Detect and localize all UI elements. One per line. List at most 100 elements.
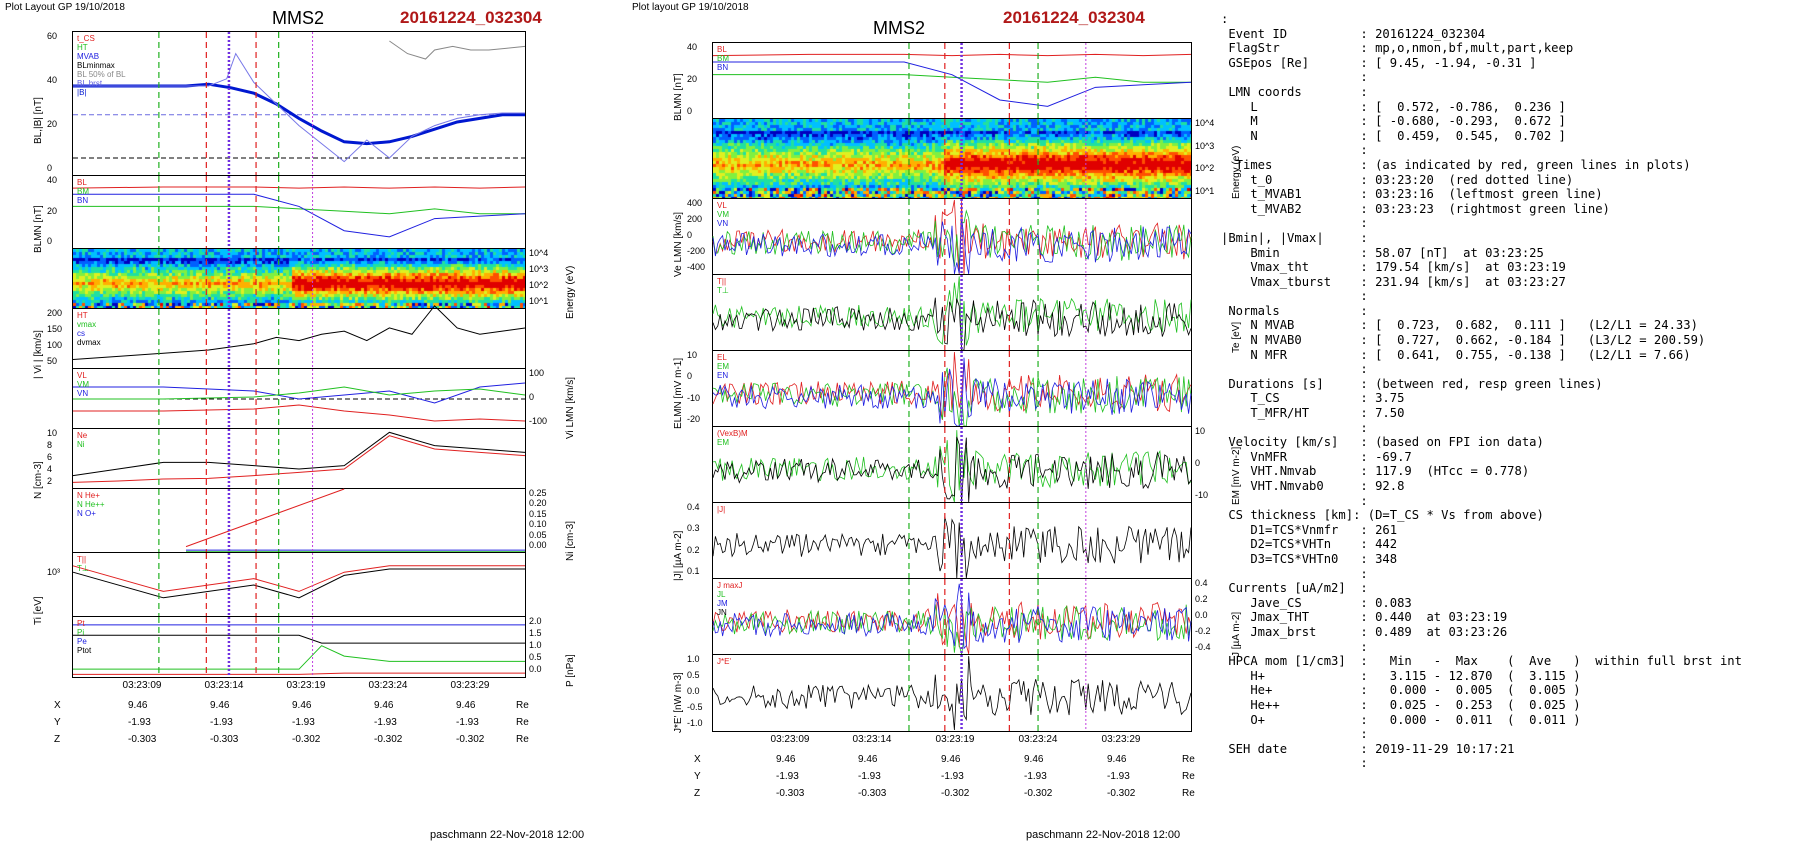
series-line-vm bbox=[73, 386, 526, 400]
legend-entry: BM bbox=[77, 187, 89, 196]
summary-line: GSEpos [Re] : [ 9.45, -1.94, -0.31 ] bbox=[1221, 55, 1537, 70]
y-tick-label: 20 bbox=[47, 119, 58, 129]
y-tick-label: 0.05 bbox=[529, 529, 547, 540]
left-title: MMS2 bbox=[272, 8, 325, 28]
summary-line: : bbox=[1221, 362, 1368, 377]
summary-line: L : [ 0.572, -0.786, 0.236 ] bbox=[1221, 99, 1566, 114]
coord-value: -0.302 bbox=[1107, 788, 1136, 799]
left-footer: paschmann 22-Nov-2018 12:00 bbox=[430, 829, 585, 841]
legend-entry: VN bbox=[717, 219, 729, 228]
x-tick-label: 03:23:14 bbox=[204, 680, 244, 691]
summary-line: : bbox=[1221, 727, 1368, 742]
y-tick-label: 0.0 bbox=[529, 664, 542, 674]
coord-label-z: Z bbox=[694, 788, 701, 799]
coord-value: 9.46 bbox=[1107, 754, 1127, 765]
y-tick-label: 10 bbox=[1195, 426, 1206, 436]
legend-entry: BM bbox=[717, 54, 729, 63]
legend-entry: T|| bbox=[77, 555, 87, 564]
x-tick-label: 03:23:19 bbox=[935, 734, 975, 745]
legend-entry: N O+ bbox=[77, 509, 96, 518]
panel-canvas bbox=[73, 617, 525, 677]
y-tick-label: 0.25 bbox=[529, 488, 547, 498]
legend-entry: VN bbox=[77, 389, 89, 398]
legend-entry: EM bbox=[717, 362, 729, 371]
legend-entry: (VexB)M bbox=[717, 429, 748, 438]
y-tick-label: 0.0 bbox=[687, 686, 700, 696]
y-axis-label: BL,|B| [nT] bbox=[33, 97, 44, 144]
legend-entry: JM bbox=[717, 599, 728, 608]
coord-unit: Re bbox=[1182, 771, 1195, 782]
y-tick-label: 10^2 bbox=[1195, 163, 1215, 174]
y-tick-label: 400 bbox=[687, 198, 703, 208]
series-line-ni bbox=[72, 431, 526, 477]
middle-event-id: 20161224_032304 bbox=[1003, 8, 1145, 27]
coord-value: 9.46 bbox=[456, 700, 476, 711]
plot-panel-1: 60 40 20 0 t_CS HT MVAB BLminmax BL 50% of BL BL … bbox=[33, 31, 526, 177]
y-tick-label: 0.15 bbox=[529, 508, 547, 519]
summary-line: |Bmin|, |Vmax| : bbox=[1221, 230, 1368, 245]
legend-entry: Pt bbox=[77, 619, 85, 628]
y-tick-label: 200 bbox=[687, 214, 703, 224]
legend-entry: Ptot bbox=[77, 646, 92, 655]
middle-title: MMS2 bbox=[873, 18, 926, 38]
summary-line: O+ : 0.000 - 0.011 ( 0.011 ) bbox=[1221, 712, 1581, 727]
plot-panel-3: 10^4 10^3 10^2 10^1 Energy (eV) bbox=[72, 248, 576, 319]
y-tick-label: -400 bbox=[687, 262, 706, 272]
summary-line: Event ID : 20161224_032304 bbox=[1221, 26, 1486, 41]
y-axis-label: N [cm-3] bbox=[33, 461, 44, 499]
summary-line: : bbox=[1221, 289, 1368, 304]
summary-line: N : [ 0.459, 0.545, 0.702 ] bbox=[1221, 128, 1566, 143]
summary-line: He+ : 0.000 - 0.005 ( 0.005 ) bbox=[1221, 683, 1581, 698]
summary-line: : bbox=[1221, 566, 1368, 581]
panel-canvas bbox=[73, 32, 526, 176]
legend-entry: BL brst bbox=[77, 79, 103, 88]
series-line--b- bbox=[73, 82, 525, 146]
coord-value: -1.93 bbox=[776, 771, 799, 782]
coord-label-y: Y bbox=[54, 717, 61, 728]
noise-trace bbox=[712, 357, 1192, 427]
coord-unit: Re bbox=[1182, 754, 1195, 765]
plot-panel-2: 10^4 10^3 10^2 10^1 Energy (eV) bbox=[712, 118, 1242, 200]
noise-trace bbox=[712, 516, 1192, 579]
coord-value: -0.302 bbox=[456, 734, 485, 745]
y-tick-label: 0.20 bbox=[529, 498, 547, 509]
legend-entry: JL bbox=[717, 590, 726, 599]
summary-line: Currents [uA/m2] : bbox=[1221, 581, 1368, 596]
plot-panel-7: 0.4 0.3 0.2 0.1 |J| |J| [µA m-2] bbox=[673, 502, 1192, 581]
coord-label-x: X bbox=[694, 754, 701, 765]
noise-trace bbox=[712, 209, 1192, 267]
summary-line: N MVAB : [ 0.723, 0.682, 0.111 ] (L2/L1 … bbox=[1221, 318, 1698, 333]
coord-unit: Re bbox=[516, 734, 529, 745]
y-tick-label: 10^2 bbox=[529, 280, 549, 290]
panel-canvas bbox=[72, 305, 526, 369]
y-tick-label: 0 bbox=[47, 163, 53, 173]
y-axis-label: BLMN [nT] bbox=[33, 204, 44, 253]
panel-canvas bbox=[712, 43, 1192, 119]
noise-trace bbox=[712, 367, 1192, 427]
summary-line: D1=TCS*Vnmfr : 261 bbox=[1221, 522, 1398, 537]
coord-value: 9.46 bbox=[1024, 754, 1044, 765]
coord-value: 9.46 bbox=[941, 754, 961, 765]
y-tick-label: 1.0 bbox=[687, 654, 700, 664]
coord-value: -0.302 bbox=[1024, 788, 1053, 799]
plot-panel-1: 40 20 0 BL BM BN BLMN [nT] bbox=[673, 42, 1192, 121]
legend-entry: T|| bbox=[717, 277, 727, 286]
y-tick-label: 10^1 bbox=[529, 296, 549, 306]
plot-panel-9: 1.0 0.5 0.0 -0.5 -1.0 J*E' J*E' [nW m-3] bbox=[673, 654, 1192, 733]
coord-value: -1.93 bbox=[1107, 771, 1130, 782]
legend-entry: HT bbox=[77, 311, 88, 320]
coord-value: 9.46 bbox=[292, 700, 312, 711]
summary-line: Jmax_THT : 0.440 at 03:23:19 bbox=[1221, 610, 1508, 625]
summary-line: VHT.Nmvab : 117.9 (HTcc = 0.778) bbox=[1221, 464, 1530, 479]
summary-line: t_0 : 03:23:20 (red dotted line) bbox=[1221, 172, 1574, 187]
y-tick-label: -10 bbox=[1195, 490, 1209, 500]
y-tick-label: -0.5 bbox=[687, 702, 703, 712]
legend-entry: Pi bbox=[77, 628, 85, 637]
coord-value: -0.303 bbox=[210, 734, 239, 745]
y-tick-label: 0 bbox=[47, 236, 53, 246]
series-line-n-he- bbox=[185, 488, 345, 548]
legend-entry: J*E' bbox=[717, 657, 731, 666]
series-line-bn bbox=[713, 61, 1192, 107]
y-tick-label: 20 bbox=[687, 74, 698, 84]
coord-label-z: Z bbox=[54, 734, 61, 745]
